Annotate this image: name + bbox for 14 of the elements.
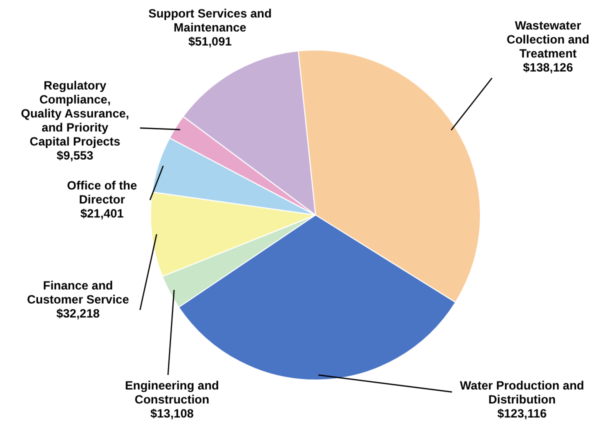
slice-label: Finance and Customer Service	[26, 278, 130, 306]
slice-label: Wastewater Collection and Treatment	[506, 18, 590, 60]
slice-label: Engineering and Construction	[124, 378, 220, 406]
slice-label: Water Production and Distribution	[460, 378, 584, 406]
data-label: $51,091	[188, 34, 232, 48]
slice-label: Regulatory Compliance, Quality Assurance, and Priority Capital Projects	[20, 78, 130, 148]
data-label: $13,108	[150, 406, 194, 420]
data-label: $21,401	[80, 206, 124, 220]
slice-label: Office of the Director	[66, 178, 138, 206]
data-label: $138,126	[522, 60, 574, 74]
data-label: $123,116	[497, 406, 548, 420]
slice-label: Support Services and Maintenance	[148, 6, 272, 34]
data-label: $9,553	[56, 148, 94, 162]
data-label: $32,218	[56, 306, 100, 320]
